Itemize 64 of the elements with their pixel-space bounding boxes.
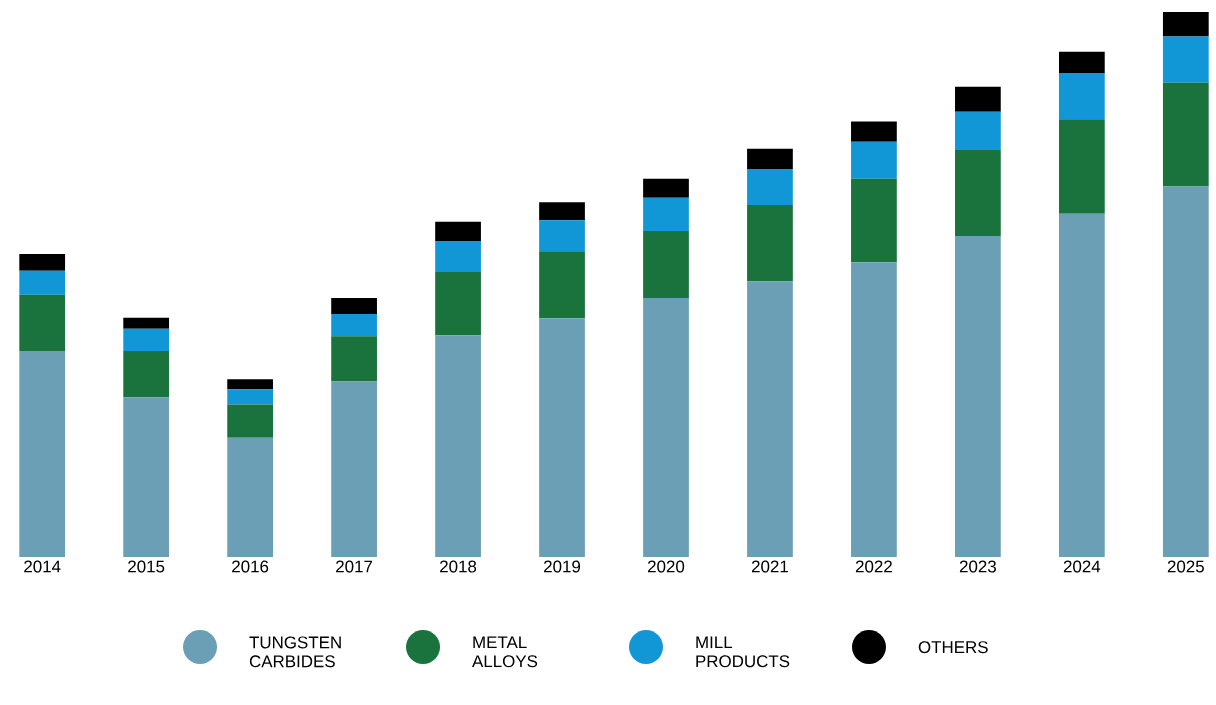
bar [955, 149, 1001, 236]
bar [1162, 36, 1209, 83]
bar [955, 86, 1001, 112]
bar [539, 318, 585, 557]
bar [955, 235, 1001, 557]
legend-label: TUNGSTEN CARBIDES [249, 636, 341, 668]
x-tick-label: 2020 [648, 560, 685, 573]
bar [19, 350, 66, 557]
bar [747, 168, 793, 205]
legend-label: OTHERS [918, 641, 988, 654]
bar [643, 231, 689, 299]
x-tick-label: 2023 [959, 560, 996, 573]
bar [851, 141, 897, 179]
bar [435, 335, 481, 557]
bar [747, 148, 793, 169]
x-tick-label: 2021 [751, 560, 788, 573]
bar [19, 270, 66, 295]
bar [643, 197, 689, 232]
bar [851, 262, 897, 557]
bar [851, 121, 897, 142]
bar [1058, 119, 1105, 214]
x-tick-label: 2019 [544, 560, 581, 573]
bar [331, 336, 377, 382]
bar [19, 253, 66, 271]
bar [955, 111, 1001, 150]
bar [331, 313, 377, 337]
x-tick-label: 2016 [232, 560, 269, 573]
bar [539, 251, 585, 319]
bar [123, 397, 170, 557]
bar [1058, 51, 1105, 74]
bar [227, 404, 273, 438]
bar [19, 294, 66, 351]
bar [123, 328, 170, 351]
bar [643, 178, 689, 198]
bar [539, 202, 585, 221]
bar [851, 178, 897, 263]
bar [643, 298, 689, 557]
legend-label: METAL ALLOYS [472, 636, 538, 668]
bar [435, 221, 481, 241]
bar [1058, 213, 1105, 557]
bar [331, 298, 377, 314]
bar [123, 317, 170, 329]
bar [1058, 73, 1105, 120]
legend-label: MILL PRODUCTS [696, 636, 790, 668]
bar [1162, 11, 1209, 37]
bar [227, 437, 273, 557]
x-tick-label: 2015 [128, 560, 165, 573]
bar [435, 271, 481, 336]
bar [435, 240, 481, 272]
bar [227, 379, 273, 390]
bar [1162, 82, 1209, 187]
bar [331, 381, 377, 557]
x-tick-label: 2018 [440, 560, 477, 573]
x-tick-label: 2017 [336, 560, 373, 573]
x-tick-label: 2014 [24, 560, 61, 573]
bar [227, 389, 273, 405]
bar [747, 204, 793, 282]
x-tick-label: 2024 [1063, 560, 1101, 573]
bar [747, 281, 793, 557]
bar [1162, 186, 1209, 557]
x-tick-label: 2025 [1167, 560, 1204, 573]
x-tick-label: 2022 [855, 560, 892, 573]
bar [539, 220, 585, 252]
bar [123, 350, 170, 398]
